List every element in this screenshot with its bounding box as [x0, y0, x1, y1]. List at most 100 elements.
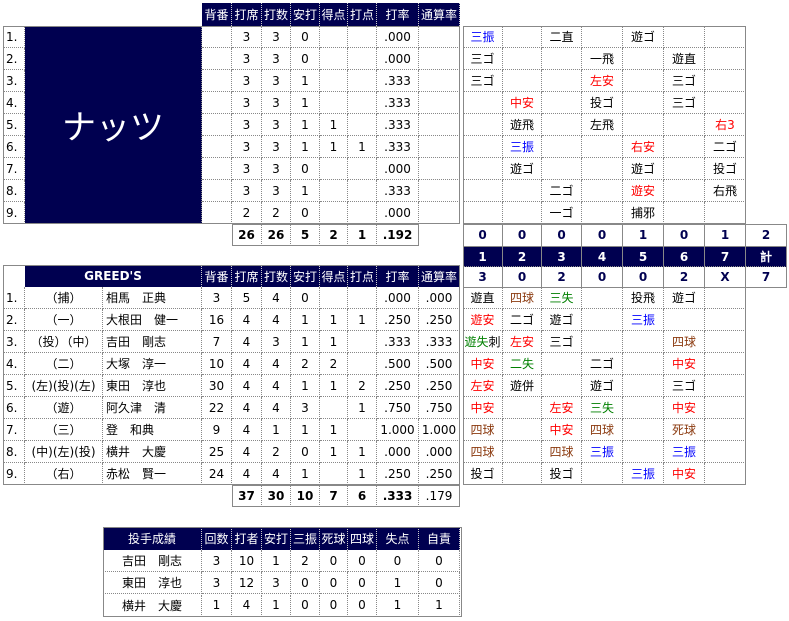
play-cell: [705, 397, 746, 419]
play-cell: [623, 375, 664, 397]
batting-order: 8.: [3, 441, 25, 463]
stat-cell: 22: [202, 397, 232, 419]
pitching-stat: 0: [348, 572, 377, 595]
pitching-stat: 4: [232, 594, 262, 617]
play-cell: [705, 331, 746, 353]
play-result: 遊安: [470, 313, 495, 327]
stat-cell: [320, 70, 348, 92]
away-total: 5: [291, 224, 320, 246]
player-name: 東田 淳也: [103, 375, 202, 397]
play-result: 四球: [671, 335, 696, 349]
stat-cell: .000: [377, 202, 419, 224]
stat-cell: 3: [232, 48, 262, 70]
play-result: 中安: [671, 401, 696, 415]
stat-cell: 1: [348, 397, 377, 419]
play-result: 左飛: [589, 118, 614, 132]
play-cell: [503, 441, 542, 463]
play-cell: 二ゴ: [582, 353, 623, 375]
play-result: 三ゴ: [470, 74, 495, 88]
play-result: 捕邪: [630, 206, 655, 220]
stat-cell: 1: [291, 114, 320, 136]
away-total: 26: [262, 224, 291, 246]
header-5: 打点: [348, 3, 377, 26]
stat-cell: 1: [320, 441, 348, 463]
stat-cell: 3: [232, 70, 262, 92]
play-cell: 遊飛: [503, 114, 542, 136]
play-cell: [542, 353, 582, 375]
stat-cell: [320, 180, 348, 202]
stat-cell: 4: [232, 375, 262, 397]
play-cell: 遊ゴ: [582, 375, 623, 397]
stat-cell: 4: [262, 375, 291, 397]
batting-order: 8.: [3, 180, 25, 202]
stat-cell: 1: [262, 419, 291, 441]
stat-cell: 16: [202, 309, 232, 331]
play-cell: 左安: [582, 70, 623, 92]
play-result: 三振: [470, 30, 495, 44]
play-cell: 三ゴ: [463, 70, 503, 92]
stat-cell: 3: [232, 158, 262, 180]
batting-order: 9.: [3, 202, 25, 224]
stat-cell: 1: [291, 70, 320, 92]
play-result: 三ゴ: [671, 96, 696, 110]
play-result: 投ゴ: [712, 162, 737, 176]
play-cell: [582, 158, 623, 180]
play-cell: [582, 331, 623, 353]
header-3: 安打: [291, 265, 320, 287]
batting-order: 5.: [3, 375, 25, 397]
play-cell: [542, 92, 582, 114]
position: （三）: [25, 419, 103, 441]
away-runs: 0: [582, 224, 623, 247]
away-runs: 1: [705, 224, 746, 247]
play-result: 遊ゴ: [589, 379, 614, 393]
stat-cell: .500: [377, 353, 419, 375]
stat-cell: 3: [232, 180, 262, 202]
play-cell: 投ゴ: [463, 463, 503, 485]
player-name: 吉田 剛志: [103, 331, 202, 353]
play-result: 中安: [509, 96, 534, 110]
play-result: 中安: [671, 357, 696, 371]
play-cell: 右飛: [705, 180, 746, 202]
home-runs: 0: [582, 267, 623, 288]
pitching-stat: 10: [232, 550, 262, 572]
play-cell: 死球: [664, 419, 705, 441]
stat-cell: [202, 180, 232, 202]
play-cell: [705, 375, 746, 397]
inning-number: 2: [503, 247, 542, 267]
inning-number: 7: [705, 247, 746, 267]
batting-order: 9.: [3, 463, 25, 485]
stat-cell: .250: [419, 309, 460, 331]
play-result: 投ゴ: [470, 467, 495, 481]
stat-cell: 1.000: [377, 419, 419, 441]
play-cell: 三振: [463, 26, 503, 48]
play-cell: 四球: [542, 441, 582, 463]
home-team-name: GREED'S: [25, 265, 202, 287]
play-result: 遊安: [630, 184, 655, 198]
play-cell: 一飛: [582, 48, 623, 70]
home-runs: 0: [623, 267, 664, 288]
play-cell: [664, 136, 705, 158]
play-cell: 投ゴ: [705, 158, 746, 180]
stat-cell: [348, 158, 377, 180]
play-result: 三ゴ: [549, 335, 574, 349]
play-cell: [664, 309, 705, 331]
play-cell: 三ゴ: [664, 92, 705, 114]
play-result: 遊ゴ: [549, 313, 574, 327]
stat-cell: 3: [262, 114, 291, 136]
home-runs: 7: [746, 267, 787, 288]
stat-cell: 7: [202, 331, 232, 353]
stat-cell: [320, 463, 348, 485]
stat-cell: 2: [291, 353, 320, 375]
play-cell: [623, 441, 664, 463]
play-cell: [705, 353, 746, 375]
stat-cell: [320, 92, 348, 114]
play-result: 一飛: [589, 52, 614, 66]
batting-order: 5.: [3, 114, 25, 136]
home-runs: 0: [503, 267, 542, 288]
play-result: 右飛: [712, 184, 737, 198]
batting-order: 7.: [3, 158, 25, 180]
play-result: 右安: [630, 140, 655, 154]
play-cell: 三振: [582, 441, 623, 463]
stat-cell: [348, 287, 377, 309]
stat-cell: 3: [232, 92, 262, 114]
